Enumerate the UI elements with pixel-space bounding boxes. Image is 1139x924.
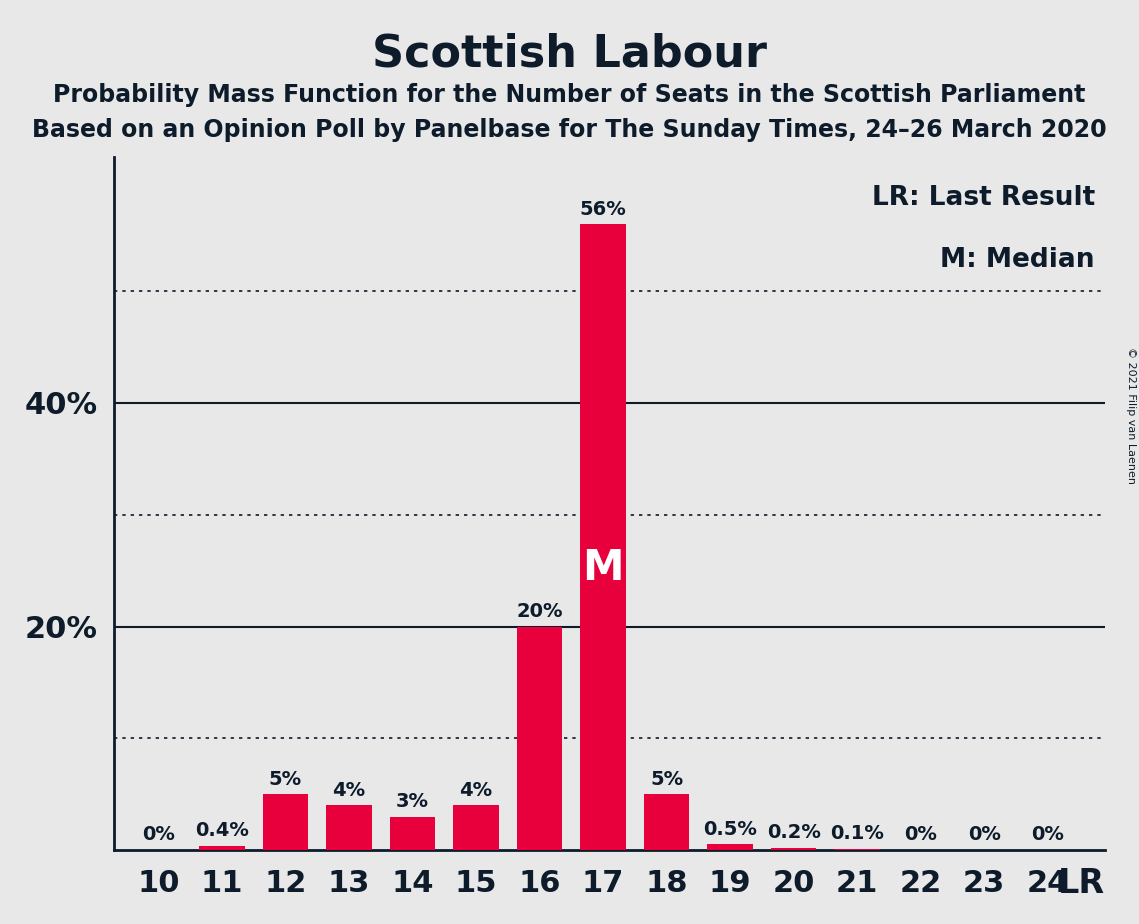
Text: 56%: 56%: [580, 200, 626, 219]
Text: 0%: 0%: [142, 825, 174, 845]
Text: 0%: 0%: [904, 825, 937, 845]
Bar: [707, 845, 753, 850]
Text: 3%: 3%: [396, 792, 429, 811]
Text: M: Median: M: Median: [941, 248, 1095, 274]
Text: 0%: 0%: [1031, 825, 1064, 845]
Text: Based on an Opinion Poll by Panelbase for The Sunday Times, 24–26 March 2020: Based on an Opinion Poll by Panelbase fo…: [32, 118, 1107, 142]
Text: LR: LR: [1058, 868, 1105, 900]
Text: Scottish Labour: Scottish Labour: [372, 32, 767, 76]
Bar: [517, 626, 563, 850]
Bar: [453, 806, 499, 850]
Bar: [644, 795, 689, 850]
Text: LR: Last Result: LR: Last Result: [871, 185, 1095, 211]
Bar: [326, 806, 371, 850]
Text: 4%: 4%: [459, 781, 492, 800]
Text: 4%: 4%: [333, 781, 366, 800]
Text: 0.2%: 0.2%: [767, 823, 820, 843]
Text: 5%: 5%: [269, 770, 302, 788]
Text: 0.5%: 0.5%: [703, 820, 757, 839]
Text: Probability Mass Function for the Number of Seats in the Scottish Parliament: Probability Mass Function for the Number…: [54, 83, 1085, 107]
Bar: [199, 845, 245, 850]
Text: 20%: 20%: [516, 602, 563, 621]
Bar: [834, 849, 880, 850]
Bar: [263, 795, 309, 850]
Bar: [390, 817, 435, 850]
Bar: [771, 848, 817, 850]
Text: © 2021 Filip van Laenen: © 2021 Filip van Laenen: [1126, 347, 1136, 484]
Bar: [580, 225, 626, 850]
Text: 0%: 0%: [968, 825, 1000, 845]
Text: M: M: [582, 547, 624, 590]
Text: 0.1%: 0.1%: [830, 824, 884, 844]
Text: 0.4%: 0.4%: [195, 821, 248, 840]
Text: 5%: 5%: [650, 770, 683, 788]
